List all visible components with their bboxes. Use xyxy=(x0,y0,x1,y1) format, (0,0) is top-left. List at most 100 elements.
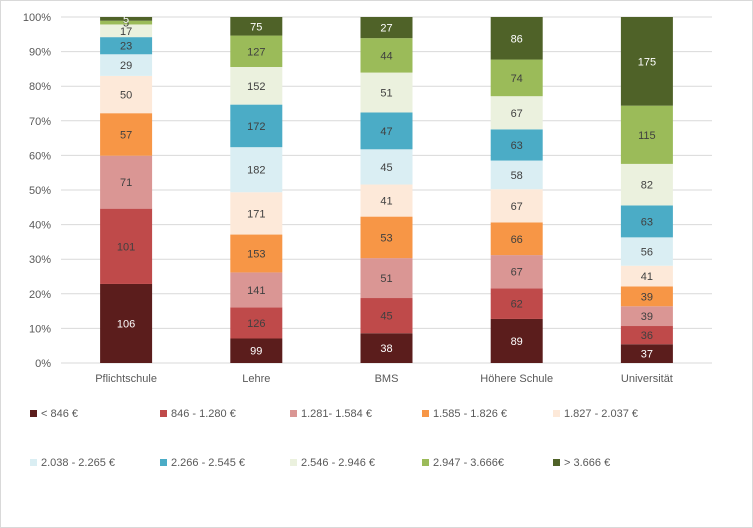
bar-segment xyxy=(360,184,413,217)
bar-segment xyxy=(230,234,283,273)
data-label: 67 xyxy=(511,267,523,279)
legend-label: 2.546 - 2.946 € xyxy=(301,457,375,469)
bar-segment xyxy=(620,344,673,363)
bar-segment xyxy=(100,54,153,76)
data-label: 71 xyxy=(120,177,132,189)
bar-segment xyxy=(620,265,673,287)
bar-segment xyxy=(230,192,283,235)
y-tick-label: 40% xyxy=(29,220,51,232)
bar-segment xyxy=(620,286,673,307)
legend-swatch xyxy=(422,410,429,417)
data-label: 141 xyxy=(247,285,265,297)
y-tick-label: 60% xyxy=(29,150,51,162)
legend-swatch xyxy=(422,459,429,466)
data-label: 66 xyxy=(511,234,523,246)
bar-segment xyxy=(100,113,153,156)
bar-segment xyxy=(620,17,673,106)
bar-segment xyxy=(490,17,543,60)
legend-swatch xyxy=(553,459,560,466)
data-label: 62 xyxy=(511,299,523,311)
data-label: 58 xyxy=(511,170,523,182)
bar-segment xyxy=(230,147,283,193)
data-label: 67 xyxy=(511,108,523,120)
y-tick-label: 70% xyxy=(29,116,51,128)
bar-segment xyxy=(360,38,413,73)
x-category-label: Universität xyxy=(621,373,673,385)
data-label: 5 xyxy=(123,14,129,26)
bar-segment xyxy=(490,59,543,97)
bar-segment xyxy=(490,160,543,190)
bar-segment xyxy=(620,205,673,238)
legend-label: 2.947 - 3.666€ xyxy=(433,457,504,469)
bar-segment xyxy=(490,222,543,256)
data-label: 27 xyxy=(380,23,392,35)
data-label: 44 xyxy=(380,50,392,62)
x-category-label: Höhere Schule xyxy=(480,373,553,385)
data-label: 89 xyxy=(511,336,523,348)
legend-swatch xyxy=(290,459,297,466)
legend-label: 1.585 - 1.826 € xyxy=(433,408,507,420)
data-label: 56 xyxy=(641,247,653,259)
legend-label: > 3.666 € xyxy=(564,457,610,469)
data-label: 37 xyxy=(641,349,653,361)
data-label: 50 xyxy=(120,90,132,102)
y-tick-label: 90% xyxy=(29,47,51,59)
y-tick-label: 100% xyxy=(23,12,51,24)
legend-label: 1.281- 1.584 € xyxy=(301,408,372,420)
bar-segment xyxy=(100,208,153,284)
legend-swatch xyxy=(160,459,167,466)
bar-segment xyxy=(360,17,413,39)
bar-segment xyxy=(230,66,283,105)
data-label: 63 xyxy=(511,140,523,152)
data-label: 38 xyxy=(380,343,392,355)
bar-segment xyxy=(490,129,543,161)
y-tick-label: 30% xyxy=(29,254,51,266)
legend-label: 846 - 1.280 € xyxy=(171,408,236,420)
data-label: 53 xyxy=(380,232,392,244)
data-label: 75 xyxy=(250,21,262,33)
bar-segment xyxy=(360,333,413,363)
legend-swatch xyxy=(553,410,560,417)
bar-segment xyxy=(490,189,543,223)
bar-segment xyxy=(490,96,543,130)
data-label: 36 xyxy=(641,330,653,342)
data-label: 82 xyxy=(641,180,653,192)
data-label: 74 xyxy=(511,73,523,85)
data-label: 182 xyxy=(247,165,265,177)
data-label: 51 xyxy=(380,273,392,285)
y-tick-label: 10% xyxy=(29,323,51,335)
bar-segment xyxy=(230,104,283,148)
bar-segment xyxy=(100,155,153,209)
data-label: 67 xyxy=(511,201,523,213)
data-label: 115 xyxy=(638,130,656,142)
x-category-label: Pflichtschule xyxy=(95,373,157,385)
bar-segment xyxy=(360,258,413,299)
bar-segment xyxy=(100,283,153,363)
data-label: 47 xyxy=(380,126,392,138)
data-label: 41 xyxy=(380,196,392,208)
bar-segment xyxy=(620,237,673,266)
bar-segment xyxy=(360,112,413,150)
data-label: 86 xyxy=(511,33,523,45)
data-label: 45 xyxy=(380,311,392,323)
data-label: 51 xyxy=(380,88,392,100)
data-label: 63 xyxy=(641,216,653,228)
bar-segment xyxy=(620,105,673,164)
data-label: 39 xyxy=(641,311,653,323)
bar-segment xyxy=(230,17,283,36)
data-label: 41 xyxy=(641,271,653,283)
data-label: 5 xyxy=(123,18,129,30)
data-label: 99 xyxy=(250,346,262,358)
bar-segment xyxy=(620,163,673,206)
bar-segment xyxy=(100,24,153,38)
bar-segment xyxy=(100,17,153,21)
bar-segment xyxy=(360,72,413,113)
data-label: 29 xyxy=(120,60,132,72)
bar-segment xyxy=(100,20,153,25)
bar-segment xyxy=(100,75,153,114)
data-label: 17 xyxy=(120,26,132,38)
data-label: 57 xyxy=(120,129,132,141)
data-label: 153 xyxy=(247,248,265,260)
legend-swatch xyxy=(30,459,37,466)
